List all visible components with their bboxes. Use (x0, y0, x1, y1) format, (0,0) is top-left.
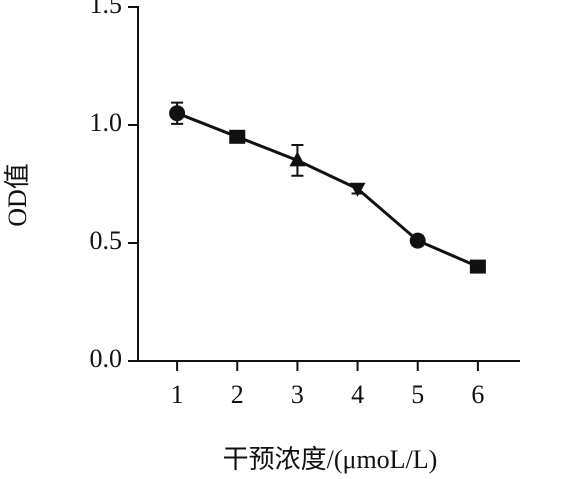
x-tick-label: 5 (411, 380, 424, 409)
marker (289, 151, 306, 167)
x-axis-label: 干预浓度/(μmoL/L) (223, 445, 438, 474)
y-tick-label: 0.0 (90, 344, 123, 373)
marker (409, 232, 426, 249)
x-tick-label: 3 (291, 380, 304, 409)
y-axis-label: OD值 (3, 163, 32, 227)
marker (169, 105, 186, 122)
marker (229, 129, 246, 144)
marker (469, 259, 486, 274)
y-tick-label: 1.0 (90, 108, 123, 137)
marker (349, 182, 366, 197)
data-line (176, 111, 479, 268)
x-tick-label: 6 (471, 380, 484, 409)
x-tick-label: 4 (351, 380, 364, 409)
y-tick-label: 1.5 (90, 0, 123, 19)
x-tick-label: 2 (231, 380, 244, 409)
y-tick-label: 0.5 (90, 226, 123, 255)
x-tick-label: 1 (171, 380, 184, 409)
